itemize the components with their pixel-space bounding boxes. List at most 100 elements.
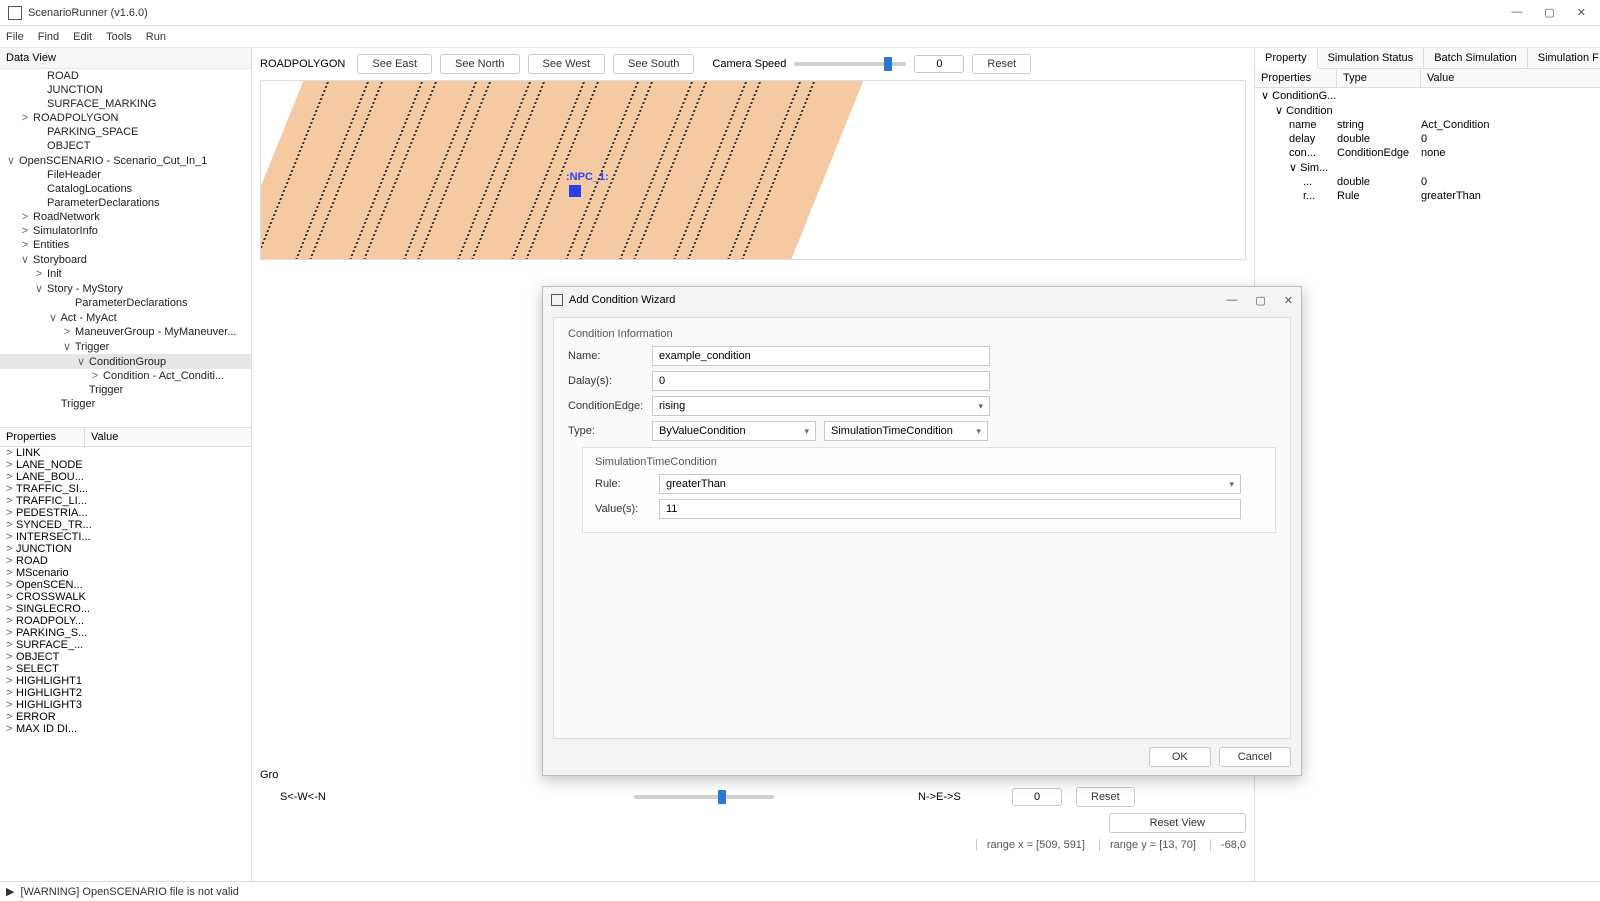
maximize-button[interactable]: ▢ (1544, 6, 1554, 19)
type-select-2[interactable]: SimulationTimeCondition▾ (824, 421, 988, 441)
prop-row[interactable]: > SURFACE_... (0, 639, 251, 651)
see-south-button[interactable]: See South (613, 54, 694, 74)
prop-row[interactable]: > TRAFFIC_SI... (0, 483, 251, 495)
tree-node[interactable]: > RoadNetwork (0, 210, 251, 224)
right-tabs: PropertySimulation StatusBatch Simulatio… (1255, 48, 1600, 69)
tree-node[interactable]: JUNCTION (0, 83, 251, 97)
prop-row[interactable]: > ERROR (0, 711, 251, 723)
prop-grid-row[interactable]: ∨ Sim... (1255, 160, 1600, 175)
viewport[interactable]: :NPC_1: (260, 80, 1246, 260)
camera-speed-reset-button[interactable]: Reset (972, 54, 1031, 74)
tree-node[interactable]: ∨ OpenSCENARIO - Scenario_Cut_In_1 (0, 153, 251, 168)
prop-grid-row[interactable]: r...RulegreaterThan (1255, 189, 1600, 203)
prop-row[interactable]: > PEDESTRIA... (0, 507, 251, 519)
prop-row[interactable]: > INTERSECTI... (0, 531, 251, 543)
prop-row[interactable]: > ROADPOLY... (0, 615, 251, 627)
prop-row[interactable]: > LANE_BOU... (0, 471, 251, 483)
tree-node[interactable]: Trigger (0, 397, 251, 411)
minimize-button[interactable]: — (1511, 6, 1522, 19)
tree-node[interactable]: Trigger (0, 383, 251, 397)
prop-row[interactable]: > OpenSCEN... (0, 579, 251, 591)
see-west-button[interactable]: See West (528, 54, 606, 74)
reset-view-button[interactable]: Reset View (1109, 813, 1246, 833)
prop-row[interactable]: > ROAD (0, 555, 251, 567)
prop-row[interactable]: > OBJECT (0, 651, 251, 663)
tree-node[interactable]: > Condition - Act_Conditi... (0, 369, 251, 383)
prop-grid-row[interactable]: ...double0 (1255, 175, 1600, 189)
values-input[interactable] (659, 499, 1241, 519)
tab-batch-simulation[interactable]: Batch Simulation (1424, 48, 1528, 68)
close-button[interactable]: ✕ (1577, 6, 1586, 19)
prop-grid-row[interactable]: ∨ ConditionG... (1255, 88, 1600, 103)
bottom-value[interactable]: 0 (1012, 788, 1062, 806)
tree-node[interactable]: CatalogLocations (0, 182, 251, 196)
type-select-1[interactable]: ByValueCondition▾ (652, 421, 816, 441)
tree-node[interactable]: ∨ ConditionGroup (0, 354, 251, 369)
menu-tools[interactable]: Tools (106, 31, 132, 43)
tree-node[interactable]: > SimulatorInfo (0, 224, 251, 238)
data-view-tree[interactable]: ROAD JUNCTION SURFACE_MARKING> ROADPOLYG… (0, 69, 251, 427)
ok-button[interactable]: OK (1149, 747, 1211, 767)
tree-node[interactable]: PARKING_SPACE (0, 125, 251, 139)
name-input[interactable] (652, 346, 990, 366)
menu-edit[interactable]: Edit (73, 31, 92, 43)
npc-marker[interactable] (569, 185, 581, 197)
tree-node[interactable]: ∨ Story - MyStory (0, 281, 251, 296)
delay-input[interactable] (652, 371, 990, 391)
prop-row[interactable]: > LINK (0, 447, 251, 459)
prop-grid-row[interactable]: namestringAct_Condition (1255, 118, 1600, 132)
camera-speed-slider[interactable] (794, 62, 906, 66)
tab-simulation-f[interactable]: Simulation F (1528, 48, 1600, 68)
bottom-slider[interactable] (634, 795, 774, 799)
prop-row[interactable]: > HIGHLIGHT1 (0, 675, 251, 687)
see-north-button[interactable]: See North (440, 54, 520, 74)
prop-row[interactable]: > MScenario (0, 567, 251, 579)
prop-row[interactable]: > SELECT (0, 663, 251, 675)
dialog-minimize-button[interactable]: — (1226, 294, 1237, 307)
rule-select[interactable]: greaterThan▾ (659, 474, 1241, 494)
prop-row[interactable]: > MAX ID DI... (0, 723, 251, 735)
prop-row[interactable]: > LANE_NODE (0, 459, 251, 471)
dialog-close-button[interactable]: ✕ (1284, 294, 1293, 307)
prop-grid-row[interactable]: con...ConditionEdgenone (1255, 146, 1600, 160)
tree-node[interactable]: > Init (0, 267, 251, 281)
see-east-button[interactable]: See East (357, 54, 432, 74)
tree-node[interactable]: > ManeuverGroup - MyManeuver... (0, 325, 251, 339)
tree-node[interactable]: ∨ Trigger (0, 339, 251, 354)
prop-row[interactable]: > HIGHLIGHT3 (0, 699, 251, 711)
tree-node[interactable]: FileHeader (0, 168, 251, 182)
menu-find[interactable]: Find (38, 31, 59, 43)
tree-node[interactable]: ROAD (0, 69, 251, 83)
tree-node[interactable]: ParameterDeclarations (0, 296, 251, 310)
prop-row[interactable]: > SYNCED_TR... (0, 519, 251, 531)
prop-row[interactable]: > SINGLECRO... (0, 603, 251, 615)
camera-speed-value[interactable]: 0 (914, 55, 964, 73)
bottom-reset-button[interactable]: Reset (1076, 787, 1135, 807)
condition-edge-select[interactable]: rising▾ (652, 396, 990, 416)
prop-row[interactable]: > HIGHLIGHT2 (0, 687, 251, 699)
expand-icon[interactable]: ▶ (6, 885, 14, 898)
tree-node[interactable]: ParameterDeclarations (0, 196, 251, 210)
rule-label: Rule: (595, 478, 651, 490)
tree-node[interactable]: ∨ Act - MyAct (0, 310, 251, 325)
menu-run[interactable]: Run (146, 31, 166, 43)
prop-row[interactable]: > TRAFFIC_LI... (0, 495, 251, 507)
prop-grid[interactable]: ∨ ConditionG...∨ Condition namestringAct… (1255, 88, 1600, 203)
tree-node[interactable]: > ROADPOLYGON (0, 111, 251, 125)
prop-grid-row[interactable]: ∨ Condition (1255, 103, 1600, 118)
tab-simulation-status[interactable]: Simulation Status (1318, 48, 1425, 68)
tree-node[interactable]: SURFACE_MARKING (0, 97, 251, 111)
dialog-maximize-button[interactable]: ▢ (1255, 294, 1265, 307)
tree-node[interactable]: > Entities (0, 238, 251, 252)
prop-grid-row[interactable]: delaydouble0 (1255, 132, 1600, 146)
tree-node[interactable]: ∨ Storyboard (0, 252, 251, 267)
cancel-button[interactable]: Cancel (1219, 747, 1291, 767)
prop-row[interactable]: > JUNCTION (0, 543, 251, 555)
prop-row[interactable]: > CROSSWALK (0, 591, 251, 603)
dialog-titlebar[interactable]: Add Condition Wizard — ▢ ✕ (543, 287, 1301, 313)
prop-row[interactable]: > PARKING_S... (0, 627, 251, 639)
tab-property[interactable]: Property (1255, 48, 1318, 69)
menu-file[interactable]: File (6, 31, 24, 43)
tree-node[interactable]: OBJECT (0, 139, 251, 153)
left-props-list[interactable]: > LINK> LANE_NODE> LANE_BOU...> TRAFFIC_… (0, 447, 251, 735)
